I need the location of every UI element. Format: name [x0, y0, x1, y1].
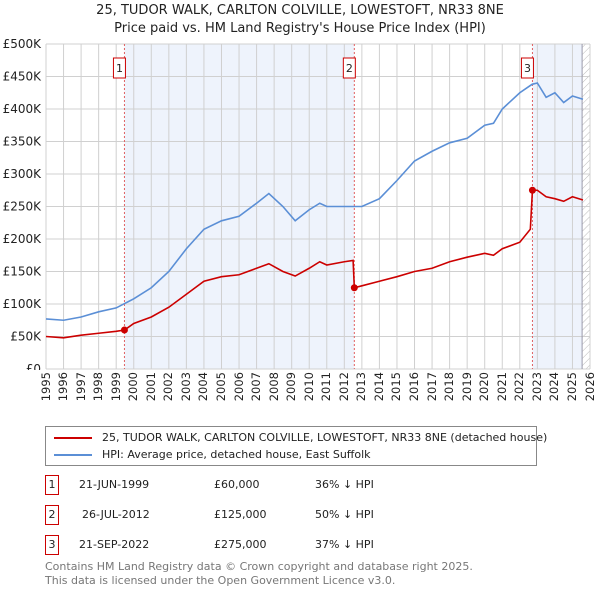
x-tick-label: 2002	[161, 372, 176, 402]
sale-price: £275,000	[214, 538, 267, 551]
x-tick-label: 1998	[91, 372, 106, 402]
legend: 25, TUDOR WALK, CARLTON COLVILLE, LOWEST…	[45, 426, 547, 466]
sale-price: £125,000	[214, 508, 267, 521]
y-tick-label: £200K	[3, 232, 43, 246]
sale-date: 21-SEP-2022	[79, 538, 150, 551]
y-tick-label: £400K	[3, 102, 43, 116]
x-tick-label: 2010	[301, 372, 316, 402]
x-tick-label: 1996	[56, 372, 71, 402]
legend-label-property: 25, TUDOR WALK, CARLTON COLVILLE, LOWEST…	[102, 431, 548, 444]
x-tick-label: 2024	[547, 372, 562, 402]
footer: Contains HM Land Registry data © Crown c…	[45, 560, 473, 588]
series-line	[45, 82, 584, 322]
x-tick-label: 2014	[371, 372, 386, 402]
sale-marker-label: 2	[346, 62, 353, 75]
footer-line: Contains HM Land Registry data © Crown c…	[45, 560, 473, 573]
x-tick-label: 2000	[126, 372, 141, 402]
y-tick-label: £150K	[3, 265, 43, 279]
y-tick-label: £250K	[3, 200, 43, 214]
sale-marker-label: 3	[524, 62, 531, 75]
footer-line: This data is licensed under the Open Gov…	[45, 574, 396, 587]
x-tick-label: 2009	[284, 372, 299, 402]
x-tick-label: 2004	[196, 372, 211, 402]
x-tick-label: 2023	[529, 372, 544, 402]
chart-title: 25, TUDOR WALK, CARLTON COLVILLE, LOWEST…	[96, 3, 504, 18]
x-tick-label: 2007	[249, 372, 264, 402]
sale-hpi-diff: 36% ↓ HPI	[315, 478, 374, 491]
sale-marker-box	[342, 57, 356, 79]
legend-swatch-hpi	[54, 454, 92, 456]
x-tick-label: 2005	[213, 372, 228, 402]
series-line	[45, 189, 584, 339]
x-tick-label: 2019	[459, 372, 474, 402]
sale-marker: 3	[45, 535, 59, 555]
x-tick-label: 2021	[494, 372, 509, 402]
x-tick-label: 2016	[407, 372, 422, 402]
y-tick-label: £0	[26, 362, 41, 370]
sale-point	[350, 284, 358, 292]
sale-point	[120, 326, 128, 334]
x-tick-label: 2018	[442, 372, 457, 402]
legend-label-hpi: HPI: Average price, detached house, East…	[102, 448, 371, 461]
x-tick-label: 2022	[512, 372, 527, 402]
sale-hpi-diff: 50% ↓ HPI	[315, 508, 374, 521]
x-tick-label: 2011	[319, 372, 334, 402]
x-tick-label: 1995	[38, 372, 53, 402]
x-tick-label: 1997	[73, 372, 88, 402]
x-tick-label: 2017	[424, 372, 439, 402]
sale-price: £60,000	[214, 478, 260, 491]
y-tick-label: £300K	[3, 167, 43, 181]
sale-date: 21-JUN-1999	[79, 478, 150, 491]
sale-marker-box	[112, 57, 126, 79]
legend-swatch-property	[54, 437, 92, 439]
x-tick-label: 2006	[231, 372, 246, 402]
x-tick-label: 1999	[108, 372, 123, 402]
y-tick-label: £100K	[3, 297, 43, 311]
x-tick-label: 2015	[389, 372, 404, 402]
sale-marker-label: 1	[116, 62, 123, 75]
sale-marker: 1	[45, 475, 59, 495]
x-tick-label: 2020	[477, 372, 492, 402]
sale-marker-box	[520, 57, 534, 79]
x-tick-label: 2003	[178, 372, 193, 402]
x-tick-label: 2025	[564, 372, 579, 402]
y-tick-label: £350K	[3, 135, 43, 149]
x-tick-label: 2001	[143, 372, 158, 402]
y-tick-label: £50K	[10, 330, 42, 344]
x-tick-label: 2013	[354, 372, 369, 402]
sale-hpi-diff: 37% ↓ HPI	[315, 538, 374, 551]
x-tick-label: 2008	[266, 372, 281, 402]
sale-point	[528, 186, 536, 194]
x-tick-label: 2026	[582, 372, 597, 402]
price-chart: £0 £50K £100K £150K £200K £250K £300K £350K £400…	[3, 37, 591, 370]
y-tick-label: £500K	[3, 37, 43, 51]
sale-marker: 2	[45, 505, 59, 525]
x-tick-label: 2012	[336, 372, 351, 402]
y-tick-label: £450K	[3, 70, 43, 84]
sale-date: 26-JUL-2012	[82, 508, 150, 521]
chart-subtitle: Price paid vs. HM Land Registry's House …	[114, 21, 486, 36]
